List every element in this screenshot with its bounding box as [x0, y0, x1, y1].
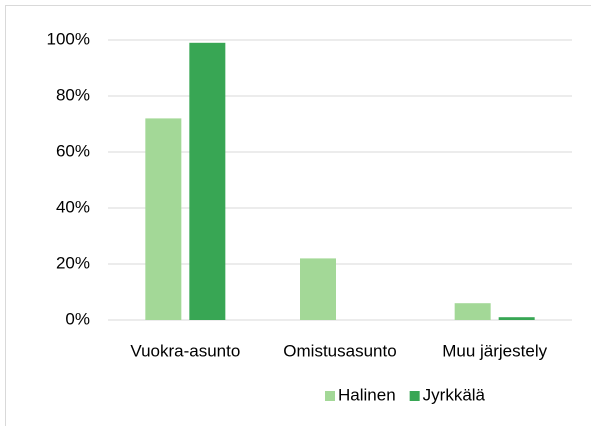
bar — [498, 317, 535, 320]
bar — [189, 42, 226, 321]
y-tick-label: 100% — [47, 29, 90, 48]
x-tick-label: Omistusasunto — [283, 341, 396, 360]
bar — [300, 258, 336, 320]
legend-label: Jyrkkälä — [423, 385, 486, 404]
y-tick-label: 0% — [65, 309, 90, 328]
x-tick-label: Muu järjestely — [442, 341, 547, 360]
y-tick-label: 60% — [56, 141, 90, 160]
legend-swatch — [325, 391, 335, 401]
chart-frame — [5, 5, 591, 426]
legend-label: Halinen — [338, 385, 396, 404]
y-tick-label: 20% — [56, 253, 90, 272]
y-tick-label: 40% — [56, 197, 90, 216]
legend-swatch — [409, 391, 420, 401]
y-tick-label: 80% — [56, 85, 90, 104]
bar — [454, 303, 491, 320]
x-tick-label: Vuokra-asunto — [130, 341, 240, 360]
bar — [145, 118, 182, 321]
